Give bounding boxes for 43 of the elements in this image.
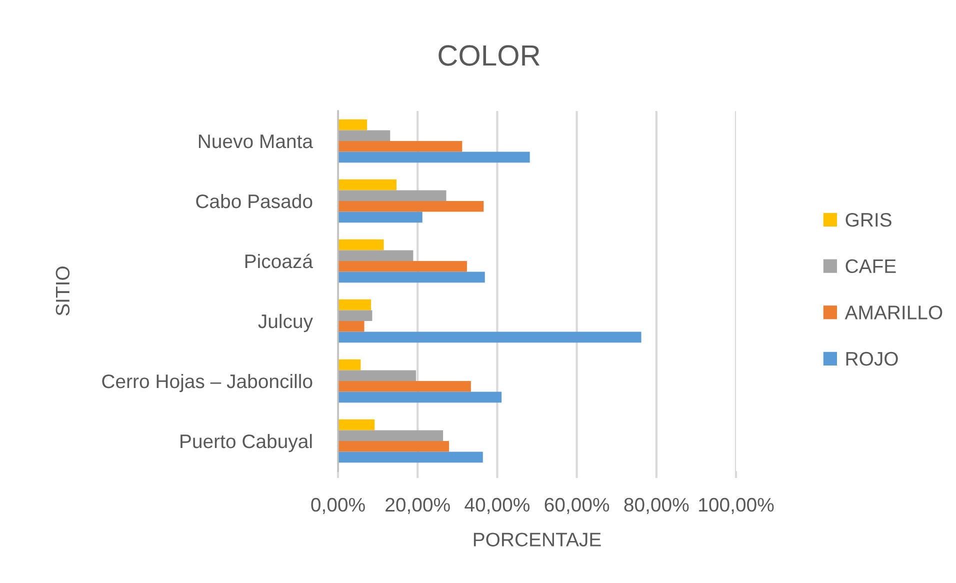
bar — [338, 299, 372, 310]
y-tick-label: Cabo Pasado — [196, 194, 312, 208]
bar — [338, 250, 414, 261]
chart-title: COLOR — [438, 45, 540, 66]
bar — [338, 152, 530, 163]
y-tick-label: Picoazá — [245, 254, 313, 268]
bar — [338, 261, 467, 272]
bar — [338, 130, 390, 141]
bar — [338, 212, 422, 223]
bar — [338, 141, 462, 152]
x-tick-label: 0,00% — [311, 498, 365, 514]
bar — [338, 239, 384, 250]
bar — [338, 441, 450, 452]
y-axis-title: SITIO — [56, 266, 70, 316]
bar — [338, 419, 375, 430]
bar — [338, 452, 483, 463]
bar — [338, 332, 642, 343]
bar — [338, 392, 502, 403]
x-tick-label: 80,00% — [624, 498, 689, 514]
legend-label: GRIS — [846, 212, 892, 227]
x-axis-title: PORCENTAJE — [474, 532, 601, 546]
bar — [338, 272, 485, 283]
y-tick-label: Nuevo Manta — [198, 134, 314, 148]
x-tick-label: 60,00% — [544, 498, 610, 514]
y-tick-label: Julcuy — [258, 314, 313, 332]
x-tick-label: 40,00% — [464, 498, 530, 514]
legend-label: AMARILLO — [844, 306, 942, 320]
legend-label: CAFE — [846, 259, 896, 274]
y-tick-label: Cerro Hojas – Jaboncillo — [102, 374, 312, 392]
x-tick-label: 100,00% — [699, 498, 774, 514]
bar — [338, 381, 471, 392]
bar — [338, 370, 416, 381]
bar — [338, 201, 484, 212]
bar — [338, 359, 361, 370]
bar — [338, 179, 397, 190]
bar — [338, 321, 364, 332]
bar — [338, 190, 446, 201]
y-tick-label: Puerto Cabuyal — [180, 434, 312, 452]
x-tick-label: 20,00% — [386, 498, 450, 514]
bar — [338, 119, 368, 130]
bar — [338, 430, 444, 441]
bar — [338, 310, 372, 321]
legend-label: ROJO — [846, 352, 898, 366]
